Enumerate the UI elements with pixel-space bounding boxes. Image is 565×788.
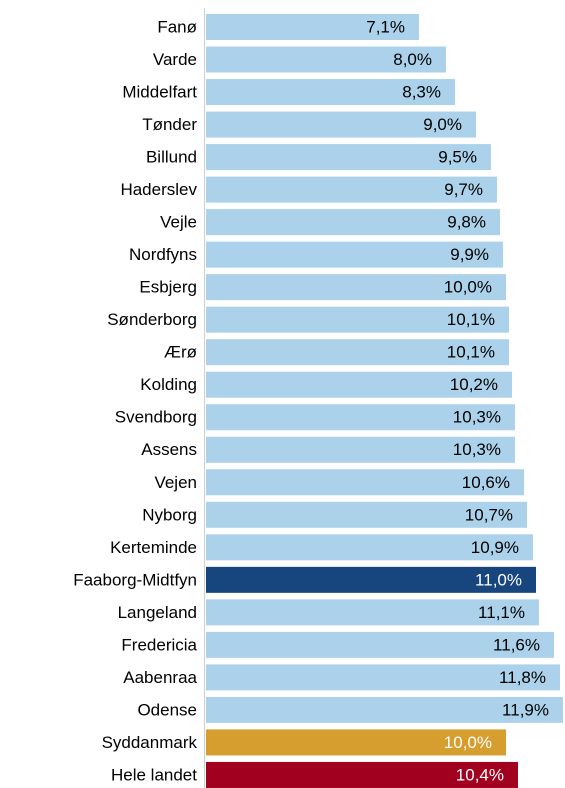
bar xyxy=(206,696,563,723)
value-label: 10,9% xyxy=(471,538,519,557)
bar xyxy=(206,241,503,268)
bar xyxy=(206,664,560,691)
bar xyxy=(206,761,518,788)
category-label: Haderslev xyxy=(120,180,197,199)
value-label: 9,5% xyxy=(438,148,477,167)
value-label: 8,3% xyxy=(402,83,441,102)
category-label: Syddanmark xyxy=(102,733,198,752)
bar xyxy=(206,566,536,593)
value-label: 10,3% xyxy=(453,408,501,427)
bar xyxy=(206,209,500,236)
bar xyxy=(206,46,446,73)
value-label: 11,9% xyxy=(502,700,549,719)
category-label: Fredericia xyxy=(121,635,197,654)
category-label: Svendborg xyxy=(115,408,197,427)
category-label: Sønderborg xyxy=(107,310,197,329)
category-label: Odense xyxy=(137,700,197,719)
value-label: 9,8% xyxy=(447,213,486,232)
category-label: Varde xyxy=(153,50,197,69)
category-label: Kerteminde xyxy=(110,538,197,557)
value-label: 8,0% xyxy=(393,50,432,69)
bar xyxy=(206,534,533,561)
value-label: 9,7% xyxy=(444,180,483,199)
value-label: 9,9% xyxy=(450,245,489,264)
bar xyxy=(206,501,527,528)
category-label: Nordfyns xyxy=(129,245,197,264)
value-label: 10,2% xyxy=(450,375,498,394)
category-label: Esbjerg xyxy=(139,278,197,297)
bar xyxy=(206,631,554,658)
category-label: Billund xyxy=(146,148,197,167)
bar xyxy=(206,436,515,463)
value-label: 10,0% xyxy=(444,733,492,752)
category-label: Middelfart xyxy=(122,83,197,102)
category-label: Kolding xyxy=(140,375,197,394)
category-label: Hele landet xyxy=(111,765,197,784)
bar xyxy=(206,176,497,203)
category-label: Ærø xyxy=(164,343,197,362)
bar xyxy=(206,371,512,398)
value-label: 7,1% xyxy=(366,17,405,36)
bar xyxy=(206,729,506,756)
category-label: Fanø xyxy=(157,17,197,36)
value-label: 10,1% xyxy=(447,343,495,362)
value-label: 11,1% xyxy=(478,603,525,622)
value-label: 11,0% xyxy=(475,570,522,589)
category-label: Tønder xyxy=(142,115,197,134)
bar xyxy=(206,599,539,626)
bar xyxy=(206,469,524,496)
category-label: Assens xyxy=(141,440,197,459)
value-label: 10,6% xyxy=(462,473,510,492)
value-label: 10,1% xyxy=(447,310,495,329)
category-label: Vejle xyxy=(160,213,197,232)
bar xyxy=(206,339,509,366)
value-label: 10,3% xyxy=(453,440,501,459)
value-label: 10,7% xyxy=(465,505,513,524)
bar xyxy=(206,144,491,171)
value-label: 10,0% xyxy=(444,278,492,297)
value-label: 11,8% xyxy=(499,668,546,687)
category-label: Vejen xyxy=(154,473,197,492)
bar xyxy=(206,274,506,301)
value-label: 11,6% xyxy=(493,635,540,654)
category-label: Aabenraa xyxy=(123,668,197,687)
category-label: Langeland xyxy=(118,603,197,622)
category-label: Nyborg xyxy=(142,505,197,524)
value-label: 10,4% xyxy=(456,765,504,784)
bar xyxy=(206,306,509,333)
bar xyxy=(206,111,476,138)
value-label: 9,0% xyxy=(423,115,462,134)
category-label: Faaborg-Midtfyn xyxy=(73,570,197,589)
bar xyxy=(206,404,515,431)
bar xyxy=(206,14,419,40)
bar xyxy=(206,79,455,106)
